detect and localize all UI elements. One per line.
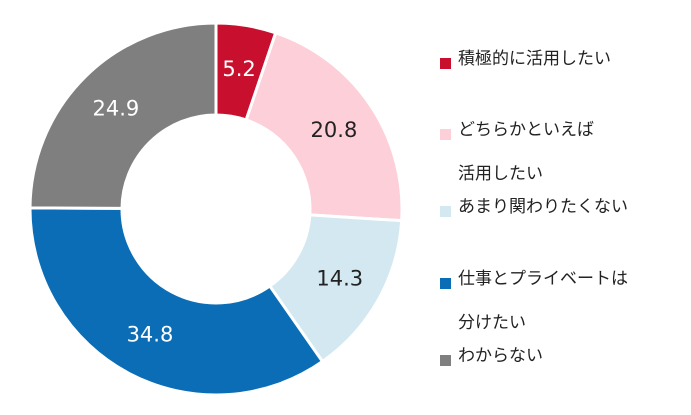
legend-item-somewhat-use: どちらかといえば 活用したい (440, 120, 678, 196)
legend-label-separate: 仕事とプライベートは 分けたい (458, 269, 628, 333)
value-label-separate: 34.8 (127, 323, 174, 347)
value-label-unknown: 24.9 (93, 96, 140, 120)
value-label-somewhat-use: 20.8 (311, 118, 358, 142)
legend-swatch-somewhat-use (440, 129, 451, 140)
legend-item-unknown: わからない (440, 346, 678, 378)
slice-separate (28, 206, 324, 397)
legend-swatch-not-involved (440, 206, 451, 217)
legend-swatch-unknown (440, 355, 451, 366)
legend-item-separate: 仕事とプライベートは 分けたい (440, 269, 678, 345)
legend-swatch-active-use (440, 58, 451, 69)
legend-item-active-use: 積極的に活用したい (440, 49, 678, 81)
legend-label-somewhat-use: どちらかといえば 活用したい (458, 120, 594, 184)
donut-slices (28, 21, 404, 397)
chart-legend: 積極的に活用したい どちらかといえば 活用したい あまり関わりたくない 仕事とプ… (440, 0, 690, 415)
slice-somewhat-use (244, 31, 404, 223)
slice-unknown (28, 21, 218, 210)
legend-swatch-separate (440, 278, 451, 289)
donut-value-labels: 5.2 20.8 14.3 34.8 24.9 (93, 57, 364, 347)
legend-label-not-involved: あまり関わりたくない (458, 197, 628, 217)
legend-item-not-involved: あまり関わりたくない (440, 197, 678, 229)
value-label-not-involved: 14.3 (316, 267, 363, 291)
legend-label-unknown: わからない (458, 346, 543, 366)
legend-label-active-use: 積極的に活用したい (458, 49, 611, 69)
value-label-active-use: 5.2 (222, 57, 255, 81)
